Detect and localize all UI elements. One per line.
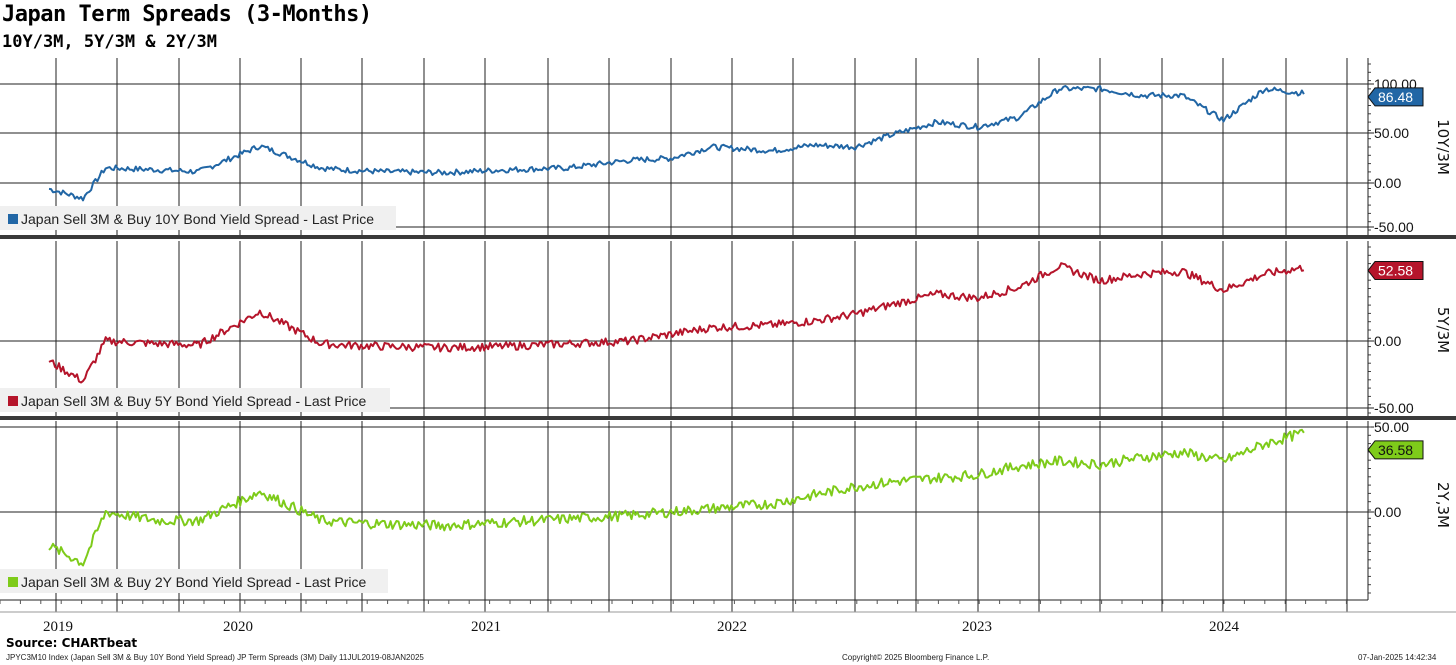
y-tick-label: 0.00: [1374, 175, 1401, 191]
legend-box: [0, 388, 390, 412]
last-value-badge: [1367, 261, 1424, 281]
source-note: Source: CHARTbeat: [6, 636, 138, 650]
last-value-label: 86.48: [1378, 89, 1413, 105]
y-axis-title: 10Y/3M: [1434, 119, 1452, 175]
y-tick-label: 50.00: [1374, 419, 1409, 435]
legend-swatch: [8, 396, 18, 406]
legend-swatch: [8, 214, 18, 224]
y-axis-title: 5Y/3M: [1434, 307, 1452, 353]
legend-label: Japan Sell 3M & Buy 10Y Bond Yield Sprea…: [21, 211, 374, 227]
y-tick-label: -50.00: [1374, 400, 1414, 416]
chart-subtitle: 10Y/3M, 5Y/3M & 2Y/3M: [2, 32, 217, 52]
footer-center: Copyright© 2025 Bloomberg Finance L.P.: [842, 653, 990, 662]
x-tick-label: 2023: [962, 619, 992, 635]
x-tick-label: 2024: [1209, 619, 1240, 635]
last-value-label: 36.58: [1378, 442, 1413, 458]
last-value-badge: [1367, 87, 1424, 107]
series-line: [48, 262, 1305, 384]
y-tick-label: 0.00: [1374, 333, 1401, 349]
y-tick-label: -50.00: [1374, 219, 1414, 235]
series-line: [48, 85, 1305, 202]
footer-left: JPYC3M10 Index (Japan Sell 3M & Buy 10Y …: [6, 653, 424, 662]
last-value-label: 52.58: [1378, 263, 1413, 279]
y-axis-title: 2Y,3M: [1434, 482, 1452, 528]
x-tick-label: 2020: [223, 619, 253, 635]
legend-box: [0, 569, 388, 593]
series-line: [48, 428, 1305, 567]
footer-right: 07-Jan-2025 14:42:34: [1358, 653, 1437, 662]
chart-title: Japan Term Spreads (3-Months): [2, 2, 372, 27]
x-tick-label: 2021: [471, 619, 501, 635]
panel-separator: [0, 416, 1456, 420]
y-tick-label: 50.00: [1374, 125, 1409, 141]
x-tick-label: 2019: [43, 619, 73, 635]
y-tick-label: 0.00: [1374, 504, 1401, 520]
last-value-badge: [1367, 440, 1424, 460]
legend-box: [0, 206, 396, 230]
legend-label: Japan Sell 3M & Buy 2Y Bond Yield Spread…: [21, 574, 366, 590]
panel-separator: [0, 235, 1456, 239]
legend-label: Japan Sell 3M & Buy 5Y Bond Yield Spread…: [21, 393, 366, 409]
x-tick-label: 2022: [717, 619, 747, 635]
legend-swatch: [8, 577, 18, 587]
